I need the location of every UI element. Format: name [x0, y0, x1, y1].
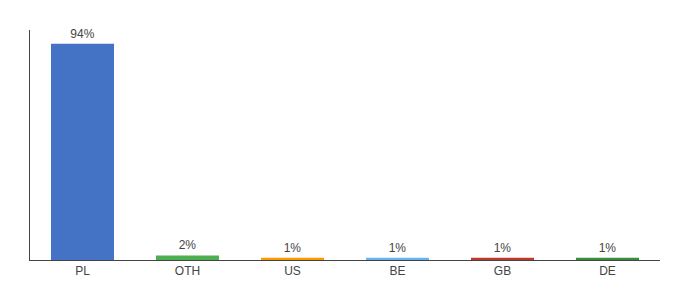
- svg-text:GB: GB: [494, 264, 511, 278]
- svg-text:BE: BE: [389, 264, 405, 278]
- svg-text:1%: 1%: [389, 241, 407, 255]
- svg-text:2%: 2%: [179, 238, 197, 252]
- svg-text:1%: 1%: [494, 241, 512, 255]
- svg-text:OTH: OTH: [175, 264, 200, 278]
- svg-text:DE: DE: [599, 264, 616, 278]
- svg-text:1%: 1%: [284, 241, 302, 255]
- svg-text:US: US: [284, 264, 301, 278]
- svg-text:94%: 94%: [70, 27, 94, 41]
- svg-text:PL: PL: [75, 264, 90, 278]
- svg-text:1%: 1%: [599, 241, 617, 255]
